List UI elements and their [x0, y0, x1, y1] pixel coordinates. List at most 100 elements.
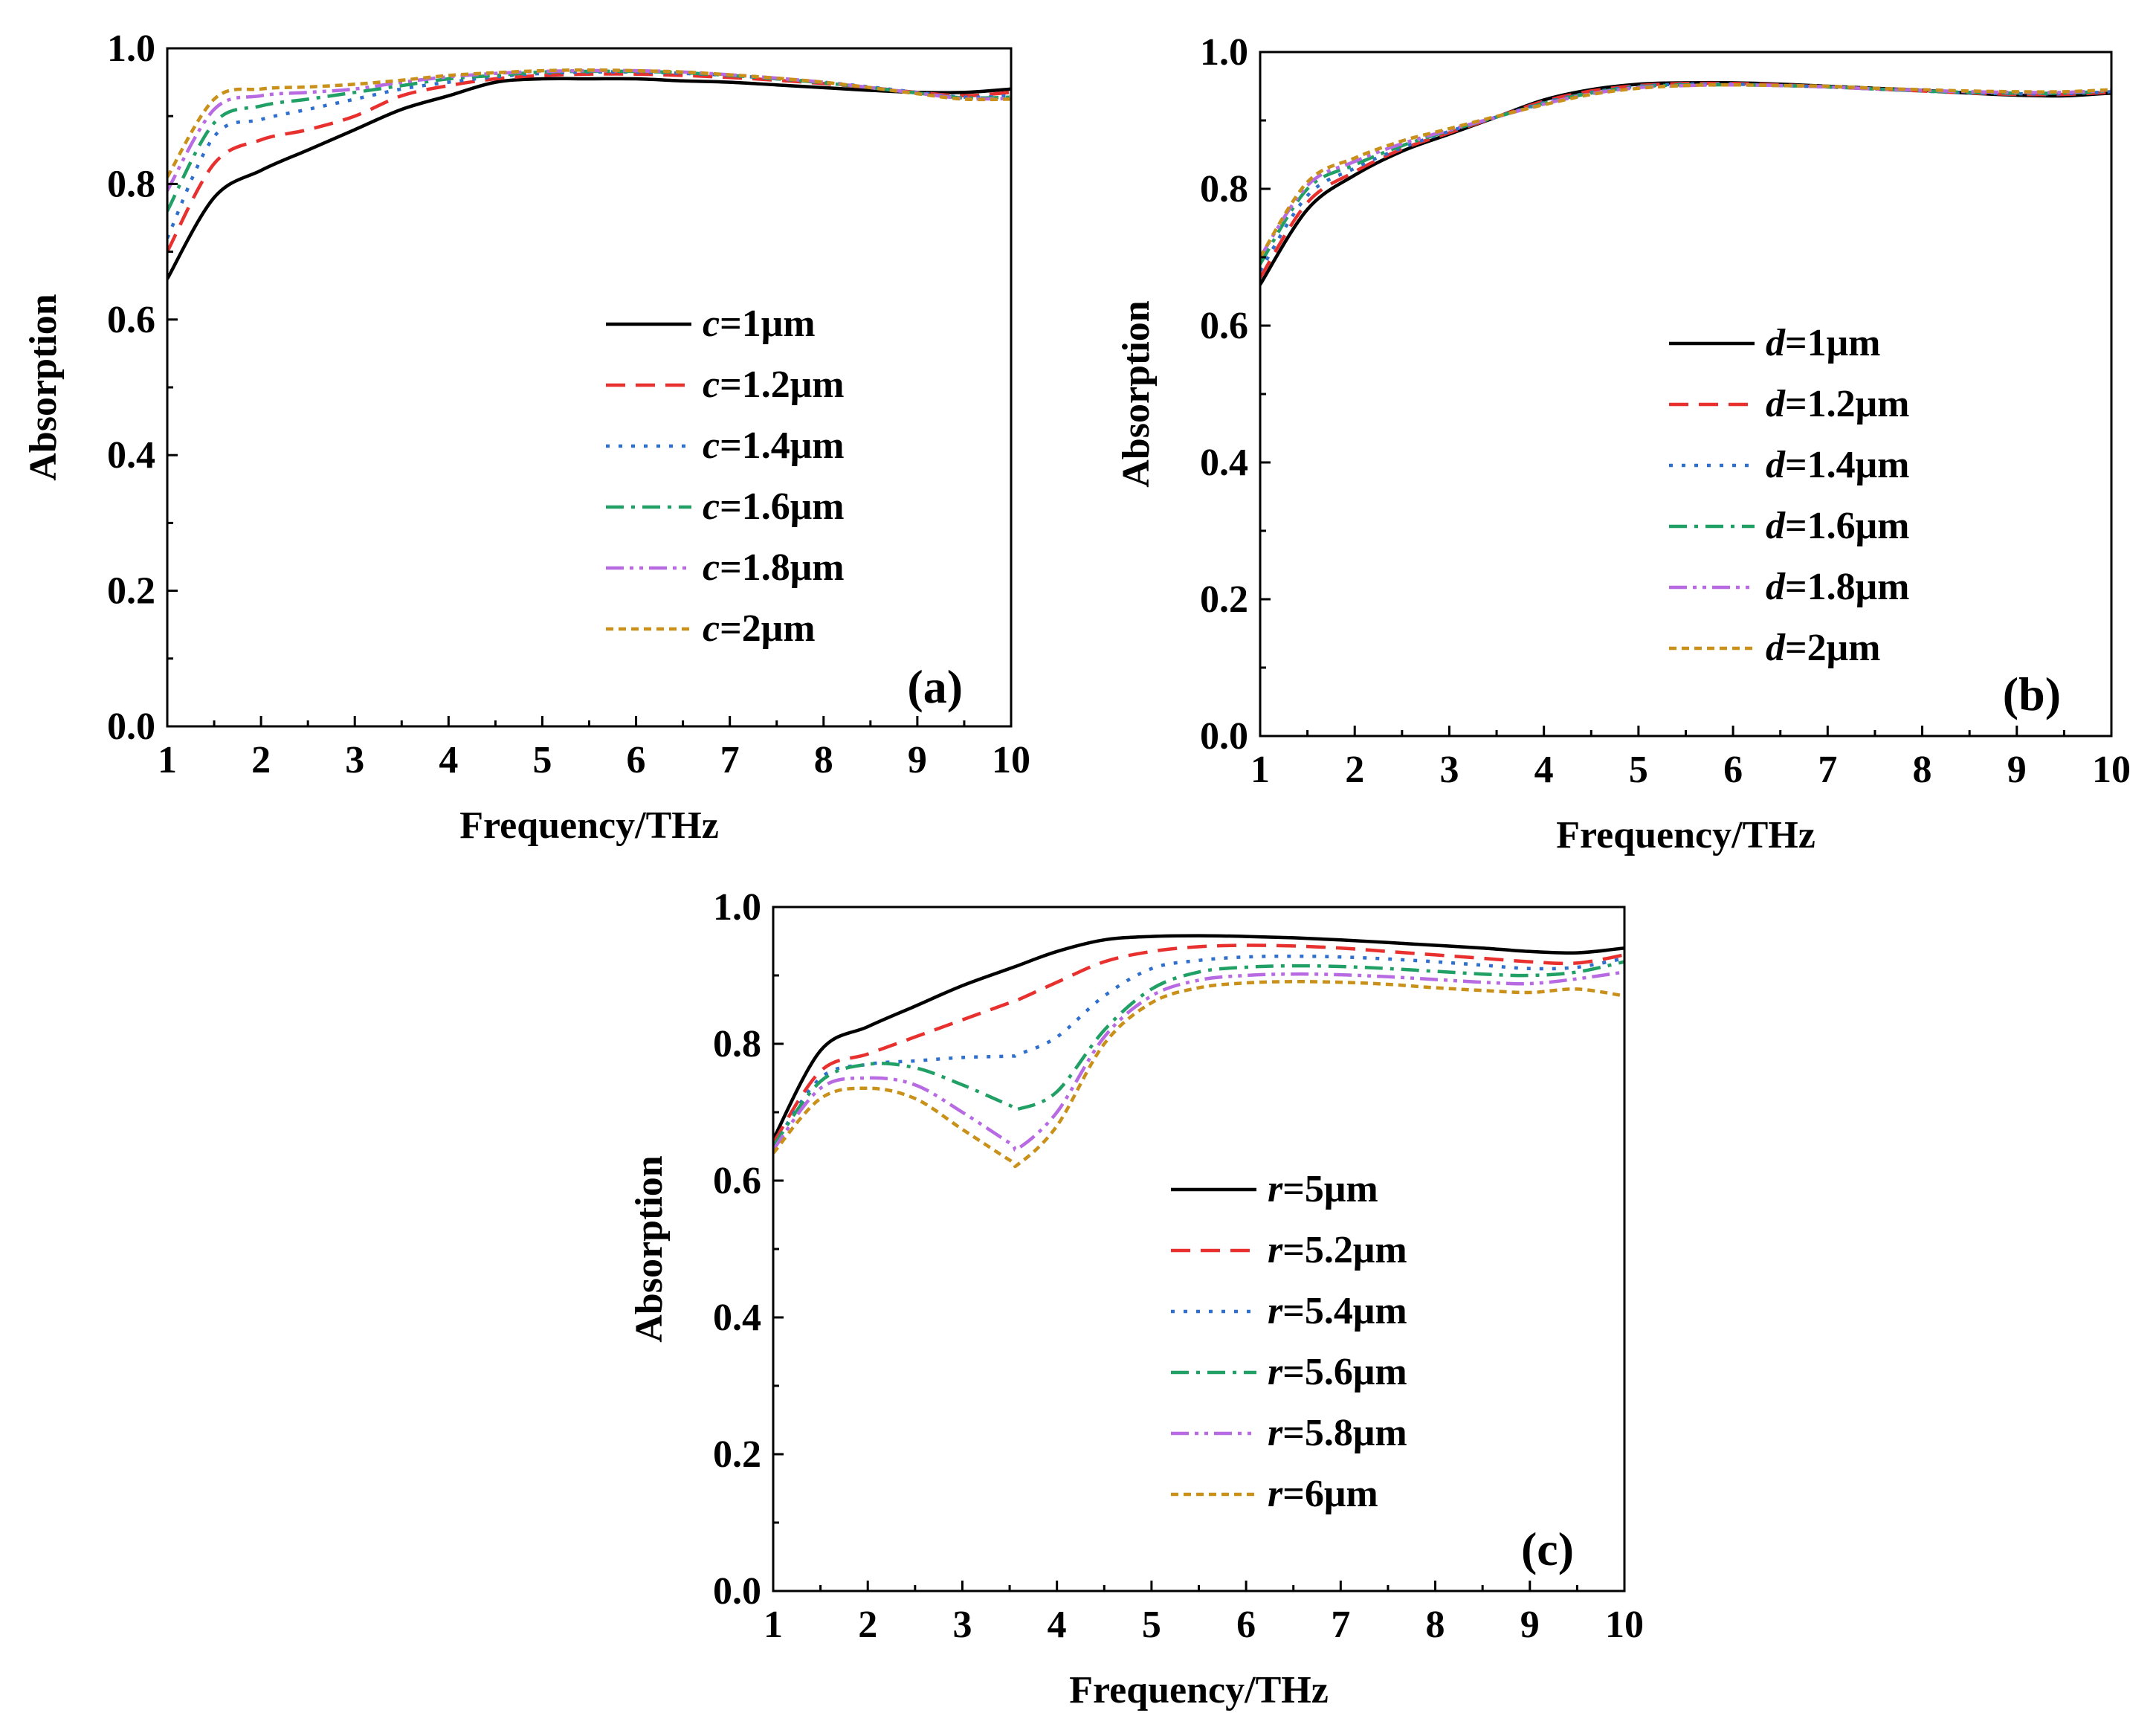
- x-tick-label: 4: [439, 739, 458, 781]
- plot-frame: [772, 906, 1626, 1592]
- x-tick-label: 6: [627, 739, 646, 781]
- legend-variable: c: [703, 425, 720, 467]
- legend-label-1: d=1μm: [1766, 322, 1880, 364]
- legend-label-4: d=1.6μm: [1766, 505, 1909, 547]
- panel-b: 1 2 3 4 5 6 7 8 9 10 0.0 0.2 0.4 0.6 0.8 1.0 Frequency/T…: [1115, 31, 2131, 856]
- series-line-3: [773, 954, 1624, 1148]
- x-axis-label: Frequency/THz: [459, 804, 719, 847]
- x-tick-label: 7: [1331, 1604, 1350, 1646]
- legend-value: =1μm: [720, 303, 815, 345]
- legend-variable: r: [1268, 1168, 1283, 1210]
- x-tick-label: 10: [2092, 749, 2131, 791]
- series-line-2: [773, 943, 1624, 1144]
- panel-tag: (b): [2003, 668, 2061, 720]
- y-tick-label: 0.4: [1200, 442, 1248, 484]
- x-tick-label: 8: [1913, 749, 1932, 791]
- legend-label-6: c=2μm: [703, 607, 816, 650]
- legend-variable: c: [703, 303, 720, 345]
- x-tick-label: 9: [1520, 1604, 1540, 1646]
- x-tick-label: 3: [345, 739, 364, 781]
- legend-variable: c: [703, 546, 720, 589]
- legend-label-1: r=5μm: [1268, 1168, 1378, 1210]
- legend-value: =2μm: [1785, 627, 1880, 669]
- plot-frame: [166, 47, 1013, 728]
- y-axis-label: Absorption: [628, 1155, 671, 1342]
- y-tick-label: 0.0: [713, 1570, 761, 1613]
- x-tick-label: 5: [1142, 1604, 1161, 1646]
- series-line-6: [1260, 83, 2111, 259]
- legend-variable: d: [1766, 505, 1786, 547]
- legend-label-6: r=6μm: [1268, 1473, 1378, 1515]
- legend-variable: r: [1268, 1290, 1283, 1332]
- legend-label-5: c=1.8μm: [703, 546, 845, 589]
- legend-label-1: c=1μm: [703, 303, 816, 345]
- legend-value: =1.2μm: [720, 364, 844, 406]
- legend-label-2: c=1.2μm: [703, 364, 845, 406]
- series-line-5: [1260, 83, 2111, 259]
- legend-variable: c: [703, 364, 720, 406]
- legend-label-5: d=1.8μm: [1766, 566, 1909, 608]
- y-tick-label: 0.4: [107, 434, 155, 477]
- legend-label-2: d=1.2μm: [1766, 383, 1909, 425]
- legend-value: =1.8μm: [1785, 566, 1909, 608]
- series-line-2: [167, 72, 1011, 253]
- x-axis-label: Frequency/THz: [1069, 1669, 1329, 1711]
- legend-label-3: d=1.4μm: [1766, 444, 1909, 486]
- x-tick-label: 1: [1250, 749, 1270, 791]
- panel-a: 1 2 3 4 5 6 7 8 9 10 0.0 0.2 0.4 0.6 0.8 1.0 Frequency/T…: [22, 28, 1030, 847]
- x-tick-label: 8: [1426, 1604, 1445, 1646]
- x-tick-label: 7: [720, 739, 740, 781]
- panel-tag: (a): [907, 660, 963, 713]
- legend-variable: c: [703, 485, 720, 528]
- x-tick-label: 3: [952, 1604, 972, 1646]
- x-tick-label: 2: [251, 739, 271, 781]
- legend-label-4: c=1.6μm: [703, 485, 845, 528]
- y-axis-label: Absorption: [22, 294, 65, 480]
- legend-variable: r: [1268, 1351, 1283, 1393]
- x-tick-label: 10: [992, 739, 1030, 781]
- legend-variable: d: [1766, 444, 1786, 486]
- y-tick-label: 0.2: [107, 570, 155, 613]
- y-tick-label: 0.4: [713, 1297, 761, 1339]
- x-axis-label: Frequency/THz: [1556, 814, 1816, 856]
- legend-value: =1.4μm: [720, 425, 844, 467]
- x-tick-label: 10: [1605, 1604, 1644, 1646]
- y-tick-label: 0.8: [107, 163, 155, 205]
- y-tick-label: 0.2: [713, 1433, 761, 1476]
- y-tick-label: 0.6: [713, 1160, 761, 1202]
- x-tick-label: 1: [158, 739, 177, 781]
- x-tick-label: 6: [1723, 749, 1743, 791]
- series-line-1: [773, 934, 1624, 1140]
- legend-variable: r: [1268, 1473, 1283, 1515]
- x-tick-label: 8: [814, 739, 833, 781]
- series-line-2: [1260, 81, 2111, 279]
- legend-value: =1.6μm: [720, 485, 844, 528]
- y-tick-label: 1.0: [713, 886, 761, 929]
- x-tick-label: 2: [858, 1604, 877, 1646]
- series-line-4: [1260, 83, 2111, 265]
- legend-label-6: d=2μm: [1766, 627, 1880, 669]
- y-tick-label: 0.6: [107, 299, 155, 341]
- x-tick-label: 4: [1048, 1604, 1067, 1646]
- legend-value: =5.4μm: [1282, 1290, 1407, 1332]
- x-tick-label: 5: [532, 739, 552, 781]
- legend-label-3: c=1.4μm: [703, 425, 845, 467]
- y-tick-label: 0.6: [1200, 305, 1248, 347]
- legend-label-2: r=5.2μm: [1268, 1229, 1407, 1271]
- legend-value: =6μm: [1282, 1473, 1378, 1515]
- series-line-6: [773, 980, 1624, 1169]
- legend-variable: r: [1268, 1412, 1283, 1454]
- legend-value: =5.8μm: [1282, 1412, 1407, 1454]
- x-tick-label: 4: [1534, 749, 1554, 791]
- x-tick-label: 9: [908, 739, 927, 781]
- series-line-1: [167, 77, 1011, 280]
- legend-value: =1μm: [1785, 322, 1880, 364]
- x-tick-label: 9: [2007, 749, 2027, 791]
- y-tick-label: 0.0: [1200, 715, 1248, 758]
- series-line-1: [1260, 80, 2111, 285]
- panel-tag: (c): [1521, 1523, 1574, 1575]
- panel-c: 1 2 3 4 5 6 7 8 9 10 0.0 0.2 0.4 0.6 0.8 1.0 Frequency/T…: [628, 886, 1644, 1711]
- y-tick-label: 0.2: [1200, 578, 1248, 621]
- series-line-5: [773, 970, 1624, 1152]
